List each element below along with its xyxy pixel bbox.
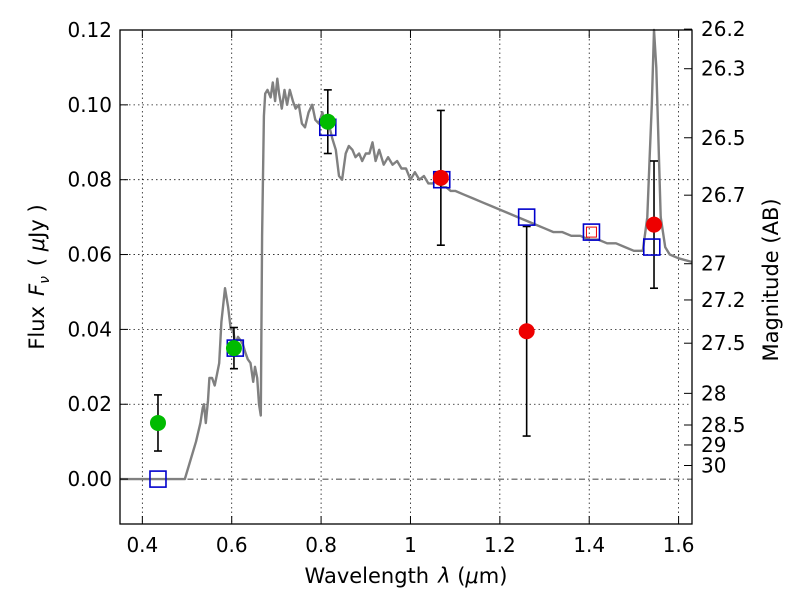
y-tick-label: 0.06	[67, 243, 112, 267]
data-point	[225, 340, 242, 357]
y-tick-label: 0.02	[67, 392, 112, 416]
marker-layer	[149, 89, 663, 488]
x-axis-title: Wavelength λ (μm)	[305, 564, 508, 588]
mag-tick-label: 27.5	[701, 331, 746, 355]
mag-tick-label: 30	[701, 454, 726, 478]
mag-tick-label: 26.3	[701, 57, 746, 81]
data-point	[518, 323, 535, 340]
model-sed-layer	[120, 28, 693, 481]
model-point-square	[149, 470, 167, 488]
y-tick-label: 0.12	[67, 18, 112, 42]
mag-tick-label: 27	[701, 252, 726, 276]
data-point	[319, 113, 336, 130]
grid-lines	[120, 29, 692, 524]
mag-tick-label: 28.5	[701, 413, 746, 437]
x-tick-label: 0.8	[305, 533, 337, 557]
y2-axis-title: Magnitude (AB)	[759, 198, 783, 361]
x-tick-label: 1.4	[573, 533, 605, 557]
x-tick-label: 1.2	[484, 533, 516, 557]
y-axis-subscript: ν	[37, 276, 53, 284]
y-axis-unit-mu: μ	[25, 238, 49, 252]
x-axis-unit-mu: μ	[464, 564, 478, 588]
x-axis-unit-open: (	[451, 564, 466, 588]
data-point	[149, 414, 166, 431]
y-axis-unit-open: (	[25, 251, 49, 266]
y-axis-symbol: F	[25, 283, 49, 296]
mag-tick-label: 27.2	[701, 288, 746, 312]
x-tick-label: 0.6	[216, 533, 248, 557]
mag-tick-label: 26.7	[701, 183, 746, 207]
model-point-square	[582, 223, 601, 241]
y-axis-unit-close: Jy )	[25, 204, 49, 240]
x-tick-label: 1.6	[663, 533, 695, 557]
data-point	[646, 216, 663, 233]
y-axis-title: Flux Fν ( μJy )	[25, 204, 53, 349]
model-point-square	[642, 238, 661, 256]
x-tick-label: 0.4	[126, 533, 158, 557]
y-tick-label: 0.00	[67, 467, 112, 491]
model-point-square	[517, 208, 536, 226]
y-axis-title-text: Flux	[25, 306, 49, 350]
data-point	[432, 169, 449, 186]
model-point-inner-square	[585, 226, 597, 238]
mag-tick-label: 26.5	[701, 126, 746, 150]
mag-tick-label: 26.2	[701, 17, 746, 41]
plot-frame	[119, 29, 693, 525]
x-tick-label: 1	[404, 533, 417, 557]
mag-tick-label: 29	[701, 433, 726, 457]
model-sed-line	[120, 28, 693, 481]
y-tick-label: 0.04	[67, 317, 112, 341]
x-axis-symbol: λ	[437, 564, 450, 588]
x-axis-unit-close: m)	[479, 564, 508, 588]
x-axis-title-text: Wavelength	[305, 564, 430, 588]
y-tick-label: 0.08	[67, 168, 112, 192]
axis-ticks: 0.4 0.6 0.8 1 1.2 1.4 1.6 0.00 0.02 0.04 0.06 0.08 0…	[67, 17, 745, 557]
y-tick-label: 0.10	[67, 93, 112, 117]
mag-tick-label: 28	[701, 381, 726, 405]
